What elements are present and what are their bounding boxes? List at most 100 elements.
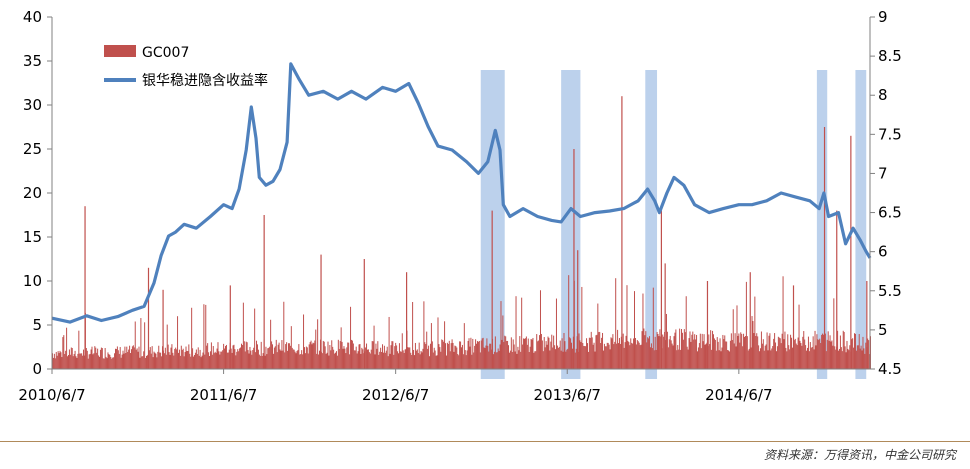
gc007-bar (145, 357, 147, 369)
gc007-bar (189, 353, 191, 369)
gc007-bar (637, 341, 639, 369)
gc007-bar (858, 334, 860, 369)
gc007-bar (246, 342, 248, 369)
gc007-bar (318, 354, 320, 369)
gc007-bar (324, 346, 326, 369)
gc007-bar (356, 353, 358, 369)
gc007-bar (705, 343, 707, 369)
gc007-bar (208, 352, 210, 369)
gc007-bar (443, 341, 445, 369)
gc007-bar (102, 358, 104, 369)
gc007-bar (322, 340, 324, 369)
gc007-bar (111, 358, 113, 369)
gc007-bar (764, 345, 766, 369)
gc007-bar (542, 351, 544, 369)
gc007-spike-bar (660, 210, 662, 369)
gc007-bar (350, 306, 352, 369)
gc007-bar (60, 352, 62, 369)
gc007-bar (415, 350, 417, 369)
gc007-bar (351, 340, 353, 369)
gc007-bar (561, 338, 563, 369)
gc007-bar (692, 331, 694, 369)
gc007-bar (153, 351, 155, 369)
gc007-bar (731, 339, 733, 369)
gc007-bar (524, 338, 526, 369)
gc007-bar (488, 351, 490, 369)
gc007-bar (71, 348, 73, 369)
gc007-bar (368, 352, 370, 369)
gc007-bar (136, 348, 138, 369)
gc007-bar (240, 343, 242, 369)
gc007-bar (453, 351, 455, 369)
gc007-bar (388, 316, 390, 369)
gc007-bar (720, 351, 722, 369)
gc007-bar (604, 346, 606, 369)
gc007-bar (270, 319, 272, 369)
gc007-bar (113, 357, 115, 369)
gc007-bar (857, 345, 859, 369)
gc007-bar (254, 308, 256, 369)
gc007-bar (717, 341, 719, 369)
gc007-bar (586, 343, 588, 369)
gc007-bar (495, 352, 497, 369)
gc007-bar (471, 354, 473, 369)
gc007-bar (595, 335, 597, 369)
gc007-bar (310, 340, 312, 369)
gc007-bar (369, 353, 371, 369)
gc007-bar (570, 338, 572, 369)
gc007-bar (212, 346, 214, 369)
gc007-bar (863, 348, 865, 369)
gc007-bar (756, 333, 758, 369)
footer-divider (0, 441, 970, 442)
gc007-bar (179, 355, 181, 369)
gc007-bar (382, 352, 384, 369)
gc007-bar (463, 323, 465, 369)
gc007-bar (712, 334, 714, 369)
gc007-bar (301, 350, 303, 369)
gc007-spike-bar (621, 96, 623, 369)
gc007-bar (421, 352, 423, 369)
gc007-bar (737, 335, 739, 369)
gc007-bar (472, 338, 474, 369)
gc007-bar (259, 355, 261, 369)
gc007-bar (651, 348, 653, 369)
gc007-bar (648, 338, 650, 369)
gc007-bar (327, 341, 329, 369)
gc007-spike-bar (491, 210, 493, 369)
left-tick-label: 25 (23, 140, 42, 158)
gc007-bar (298, 344, 300, 369)
gc007-bar (392, 341, 394, 369)
gc007-spike-bar (320, 254, 322, 369)
gc007-bar (429, 343, 431, 369)
gc007-bar (641, 331, 643, 369)
gc007-bar (525, 336, 527, 369)
gc007-bar (409, 347, 411, 369)
gc007-bar (800, 343, 802, 369)
gc007-bar (848, 350, 850, 369)
gc007-bar (204, 354, 206, 369)
x-tick-label: 2011/6/7 (190, 386, 257, 404)
gc007-bar (293, 349, 295, 369)
gc007-bar (219, 354, 221, 369)
gc007-bar (134, 321, 136, 369)
gc007-bar (467, 340, 469, 369)
gc007-bar (116, 346, 118, 369)
gc007-bar (97, 348, 99, 369)
gc007-bar (291, 347, 293, 369)
gc007-bar (484, 348, 486, 369)
gc007-bar (86, 350, 88, 369)
gc007-bar (509, 350, 511, 369)
gc007-spike-bar (577, 250, 579, 369)
gc007-bar (834, 346, 836, 369)
gc007-bar (480, 340, 482, 369)
gc007-bar (121, 354, 123, 369)
gc007-bar (181, 349, 183, 369)
gc007-bar (418, 342, 420, 369)
gc007-bar (574, 352, 576, 369)
gc007-bar (244, 351, 246, 369)
left-tick-label: 30 (23, 96, 42, 114)
gc007-bar (170, 347, 172, 369)
gc007-bar (439, 347, 441, 369)
gc007-bar (441, 339, 443, 369)
left-tick-label: 35 (23, 52, 42, 70)
